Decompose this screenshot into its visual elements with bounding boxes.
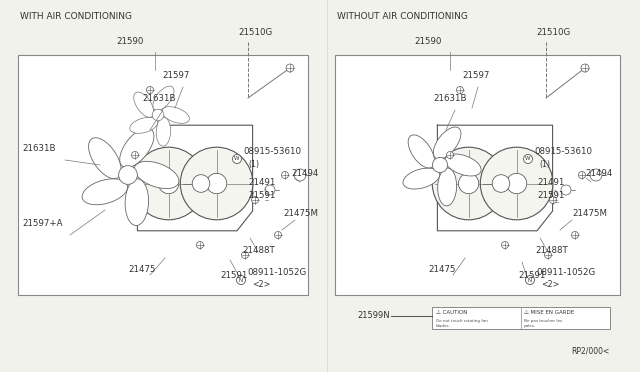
Ellipse shape	[120, 128, 154, 168]
Circle shape	[196, 241, 204, 248]
Circle shape	[579, 171, 586, 179]
Circle shape	[458, 173, 479, 194]
Text: 21591: 21591	[537, 191, 564, 200]
Text: (1): (1)	[248, 160, 259, 169]
Circle shape	[131, 151, 138, 158]
Circle shape	[545, 251, 552, 259]
Circle shape	[572, 231, 579, 238]
Circle shape	[265, 185, 275, 195]
Circle shape	[456, 87, 463, 93]
Text: 21494: 21494	[291, 169, 318, 178]
Ellipse shape	[134, 161, 179, 189]
Circle shape	[447, 151, 454, 158]
Text: 21591: 21591	[248, 191, 275, 200]
Text: <2>: <2>	[252, 280, 270, 289]
Text: W: W	[234, 157, 240, 161]
Text: 21590: 21590	[414, 37, 442, 46]
Text: 21590: 21590	[116, 37, 144, 46]
Text: 08911-1052G: 08911-1052G	[247, 268, 307, 277]
Ellipse shape	[445, 154, 481, 176]
Bar	[432, 307, 610, 329]
Text: 21510G: 21510G	[536, 28, 570, 37]
Circle shape	[433, 157, 447, 173]
Bar	[335, 55, 620, 295]
Text: ⚠ CAUTION: ⚠ CAUTION	[436, 310, 467, 315]
Ellipse shape	[125, 179, 148, 225]
Text: WITHOUT AIR CONDITIONING: WITHOUT AIR CONDITIONING	[337, 12, 468, 21]
Text: 21591: 21591	[220, 271, 248, 280]
Text: Do not touch rotating fan
blades.: Do not touch rotating fan blades.	[436, 319, 488, 328]
Circle shape	[525, 276, 534, 285]
Circle shape	[524, 154, 532, 164]
Circle shape	[432, 147, 505, 220]
Circle shape	[192, 175, 210, 192]
Ellipse shape	[82, 179, 127, 205]
Circle shape	[294, 169, 306, 181]
Circle shape	[252, 196, 259, 203]
Circle shape	[492, 175, 510, 192]
Text: 21475M: 21475M	[283, 209, 318, 218]
Circle shape	[502, 241, 509, 248]
Text: 21494: 21494	[585, 169, 612, 178]
Ellipse shape	[88, 138, 121, 179]
Circle shape	[550, 196, 557, 203]
Circle shape	[159, 173, 179, 194]
Text: 21597: 21597	[162, 71, 189, 80]
Text: 21597: 21597	[462, 71, 490, 80]
Text: 21488T: 21488T	[535, 246, 568, 255]
Text: Ne pas toucher les
pales.: Ne pas toucher les pales.	[524, 319, 562, 328]
Circle shape	[282, 171, 289, 179]
Circle shape	[232, 154, 241, 164]
Circle shape	[132, 147, 205, 220]
Ellipse shape	[156, 117, 171, 146]
Circle shape	[506, 173, 527, 194]
Ellipse shape	[403, 168, 440, 189]
Circle shape	[147, 87, 154, 93]
Circle shape	[561, 185, 571, 195]
Circle shape	[590, 169, 602, 181]
Bar	[18, 55, 308, 295]
Text: 21597+A: 21597+A	[22, 219, 63, 228]
Text: 21475: 21475	[128, 265, 156, 274]
Text: 21591: 21591	[518, 271, 545, 280]
Text: RP2/000<: RP2/000<	[572, 346, 610, 355]
Text: 21475M: 21475M	[572, 209, 607, 218]
Text: WITH AIR CONDITIONING: WITH AIR CONDITIONING	[20, 12, 132, 21]
Text: 21491: 21491	[248, 178, 275, 187]
Ellipse shape	[433, 127, 461, 159]
Circle shape	[118, 166, 138, 185]
Ellipse shape	[438, 168, 456, 206]
Text: 21510G: 21510G	[238, 28, 272, 37]
Ellipse shape	[153, 86, 174, 110]
Text: <2>: <2>	[541, 280, 559, 289]
Text: ⚠ MISE EN GARDE: ⚠ MISE EN GARDE	[524, 310, 574, 315]
Text: 08911-1052G: 08911-1052G	[536, 268, 595, 277]
Circle shape	[286, 64, 294, 72]
Text: N: N	[239, 278, 243, 282]
Circle shape	[480, 147, 553, 220]
Text: (1): (1)	[539, 160, 550, 169]
Circle shape	[581, 64, 589, 72]
Text: 08915-53610: 08915-53610	[534, 147, 592, 156]
Text: 21475: 21475	[428, 265, 456, 274]
Ellipse shape	[408, 135, 435, 168]
Circle shape	[152, 109, 164, 121]
Ellipse shape	[134, 92, 154, 117]
Circle shape	[241, 251, 248, 259]
Circle shape	[237, 276, 246, 285]
Text: 21631B: 21631B	[433, 94, 467, 103]
Text: 21631B: 21631B	[22, 144, 56, 153]
Circle shape	[207, 173, 227, 194]
Text: 21599N: 21599N	[357, 311, 390, 321]
Ellipse shape	[162, 107, 189, 124]
Circle shape	[275, 231, 282, 238]
Text: 08915-53610: 08915-53610	[243, 147, 301, 156]
Circle shape	[180, 147, 253, 220]
Text: N: N	[528, 278, 532, 282]
Text: 21631B: 21631B	[142, 94, 175, 103]
Text: W: W	[525, 157, 531, 161]
Text: 21491: 21491	[537, 178, 564, 187]
Text: 21488T: 21488T	[242, 246, 275, 255]
Ellipse shape	[130, 118, 157, 133]
